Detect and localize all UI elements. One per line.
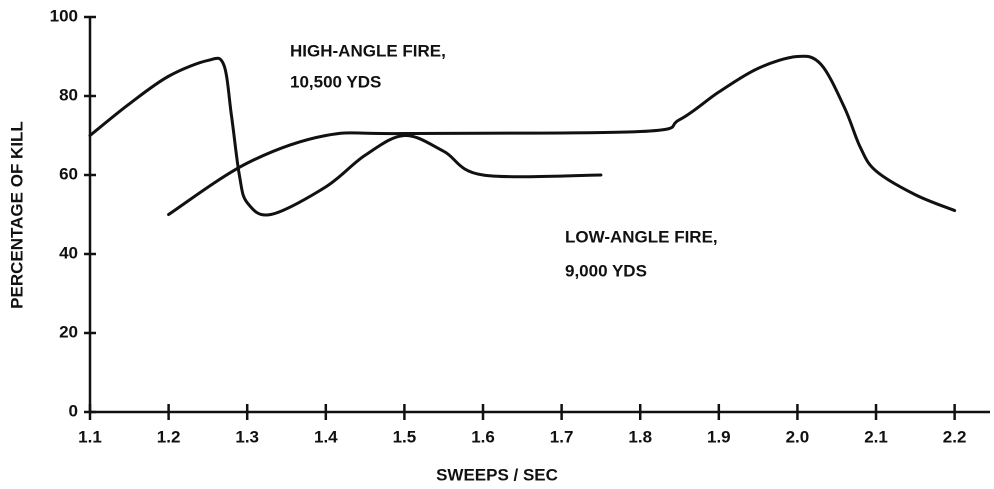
y-tick-label: 0 <box>69 401 78 420</box>
y-tick-label: 60 <box>59 164 78 183</box>
x-tick-label: 1.9 <box>707 427 731 446</box>
annotation: 10,500 YDS <box>290 72 381 91</box>
annotation: 9,000 YDS <box>565 261 647 280</box>
x-tick-label: 1.7 <box>550 427 574 446</box>
x-tick-label: 1.6 <box>471 427 495 446</box>
x-tick-label: 2.2 <box>943 427 967 446</box>
line-series <box>88 56 603 217</box>
x-tick-label: 1.1 <box>78 427 102 446</box>
annotation: HIGH-ANGLE FIRE, <box>290 41 446 60</box>
y-tick-label: 100 <box>50 6 78 25</box>
y-axis-title: PERCENTAGE OF KILL <box>7 121 26 309</box>
y-tick-label: 80 <box>59 85 78 104</box>
x-tick-label: 2.1 <box>864 427 888 446</box>
y-tick-label: 40 <box>59 243 78 262</box>
line-series <box>167 54 957 216</box>
x-tick-label: 1.8 <box>628 427 652 446</box>
annotation: LOW-ANGLE FIRE, <box>565 227 718 246</box>
x-axis-title: SWEEPS / SEC <box>436 465 558 484</box>
x-tick-label: 1.2 <box>157 427 181 446</box>
x-tick-label: 1.4 <box>314 427 338 446</box>
x-tick-label: 2.0 <box>786 427 810 446</box>
y-tick-label: 20 <box>59 322 78 341</box>
x-tick-label: 1.5 <box>393 427 417 446</box>
x-tick-label: 1.3 <box>235 427 259 446</box>
